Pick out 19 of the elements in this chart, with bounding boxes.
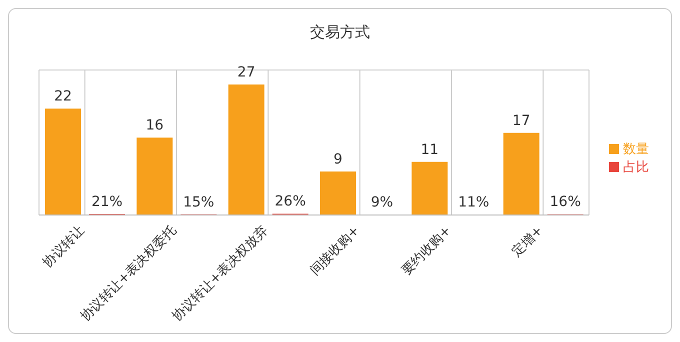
data-label: 11 bbox=[420, 142, 439, 158]
data-label: 11% bbox=[458, 194, 490, 210]
data-label: 9% bbox=[370, 194, 394, 211]
data-label: 9 bbox=[334, 152, 342, 168]
data-label: 16 bbox=[146, 118, 164, 134]
data-label: 26% bbox=[274, 194, 306, 210]
data-label: 27 bbox=[237, 64, 256, 80]
chart-title: 交易方式 bbox=[309, 23, 371, 43]
data-label: 22 bbox=[54, 88, 72, 105]
data-label: 21% bbox=[91, 194, 123, 210]
x-tick-label: 要约收购+ bbox=[399, 223, 454, 278]
x-tick-label: 协议转让 bbox=[40, 223, 88, 271]
data-label: 15% bbox=[183, 194, 214, 210]
data-label: 16% bbox=[550, 194, 581, 210]
x-tick-label: 间接收购+ bbox=[308, 223, 363, 278]
data-label: 17 bbox=[512, 112, 530, 129]
legend-label: 数量 bbox=[623, 142, 649, 156]
x-tick-label: 定增+ bbox=[509, 223, 546, 260]
legend-label: 占比 bbox=[623, 160, 649, 174]
